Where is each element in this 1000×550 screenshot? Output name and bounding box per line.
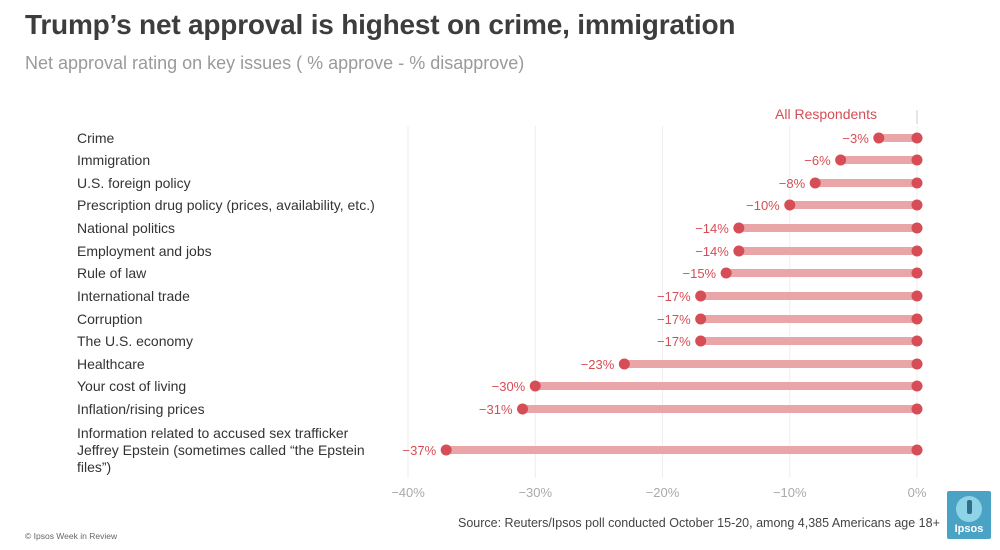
value-dot (695, 290, 707, 302)
copyright-note: © Ipsos Week in Review (25, 531, 118, 541)
category-label: files”) (77, 459, 111, 475)
value-dot (695, 313, 707, 325)
value-dot (720, 267, 732, 279)
category-label: Prescription drug policy (prices, availa… (77, 197, 375, 213)
ipsos-logo-text: Ipsos (954, 523, 984, 535)
zero-dot (911, 380, 923, 392)
bars-layer (440, 132, 923, 456)
data-label: −31% (479, 402, 513, 417)
page-subtitle: Net approval rating on key issues ( % ap… (25, 53, 525, 73)
zero-dot (911, 132, 923, 144)
data-label: −6% (804, 153, 831, 168)
category-label: Corruption (77, 311, 142, 327)
category-label: U.S. foreign policy (77, 175, 191, 191)
x-tick-label: −40% (391, 485, 425, 500)
data-label: −17% (657, 334, 691, 349)
zero-dot (911, 154, 923, 166)
x-tick-label: −10% (773, 485, 807, 500)
value-dot (873, 132, 885, 144)
series-name-label: All Respondents (775, 106, 877, 122)
category-label: Rule of law (77, 265, 147, 281)
value-dot (835, 154, 847, 166)
data-label: −10% (746, 198, 780, 213)
zero-dot (911, 245, 923, 257)
category-label: Employment and jobs (77, 243, 212, 259)
zero-dot (911, 222, 923, 234)
x-tick-label: 0% (908, 485, 927, 500)
x-tick-label: −30% (518, 485, 552, 500)
zero-dot (911, 290, 923, 302)
page-title: Trump’s net approval is highest on crime… (25, 9, 736, 40)
value-dot (440, 444, 452, 456)
data-label: −14% (695, 221, 729, 236)
value-dot (733, 245, 745, 257)
zero-dot (911, 313, 923, 325)
source-note: Source: Reuters/Ipsos poll conducted Oct… (458, 516, 940, 530)
value-dot (529, 380, 541, 392)
category-label: International trade (77, 288, 190, 304)
zero-dot (911, 177, 923, 189)
category-label: The U.S. economy (77, 333, 193, 349)
value-dot (695, 335, 707, 347)
data-label: −23% (581, 357, 615, 372)
value-dot (618, 358, 630, 370)
category-label: Healthcare (77, 356, 145, 372)
data-label: −14% (695, 244, 729, 259)
value-dot (809, 177, 821, 189)
zero-dot (911, 267, 923, 279)
x-axis: −40% −30% −20% −10% 0% (391, 485, 927, 500)
category-label: Inflation/rising prices (77, 401, 205, 417)
zero-dot (911, 403, 923, 415)
category-label: Crime (77, 130, 115, 146)
data-label: −15% (683, 266, 717, 281)
data-label: −3% (842, 131, 869, 146)
category-label: Information related to accused sex traff… (77, 425, 349, 441)
x-tick-label: −20% (646, 485, 680, 500)
zero-dot (911, 335, 923, 347)
data-label: −17% (657, 312, 691, 327)
value-dot (733, 222, 745, 234)
category-label: National politics (77, 220, 175, 236)
ipsos-logo: Ipsos (947, 491, 991, 539)
ipsos-logo-mark-icon (956, 496, 982, 522)
category-label: Your cost of living (77, 378, 186, 394)
labels-layer: −3% Crime −6% Immigration −8% U.S. foreign po… (77, 130, 869, 475)
data-label: −30% (492, 379, 526, 394)
data-label: −17% (657, 289, 691, 304)
data-label: −37% (403, 443, 437, 458)
zero-dot (911, 444, 923, 456)
zero-dot (911, 199, 923, 211)
value-dot (784, 199, 796, 211)
category-label: Jeffrey Epstein (sometimes called “the E… (77, 442, 365, 458)
zero-dot (911, 358, 923, 370)
value-dot (517, 403, 529, 415)
category-label: Immigration (77, 152, 150, 168)
data-label: −8% (779, 176, 806, 191)
